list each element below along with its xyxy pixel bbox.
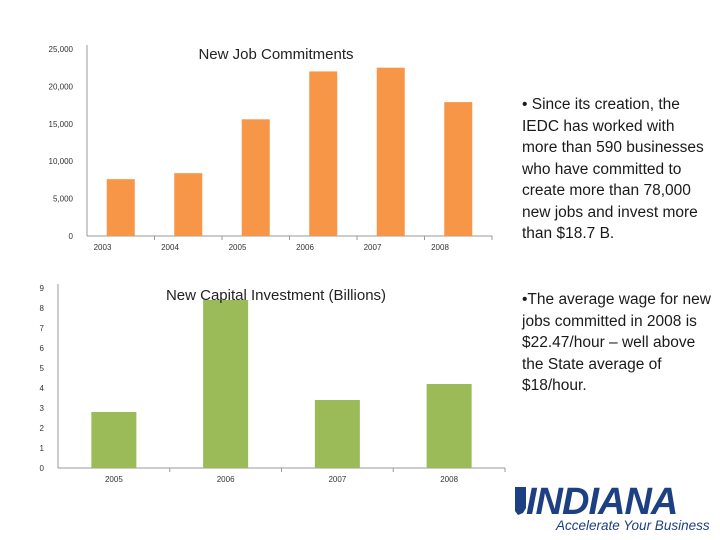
average-wage-bullet: •The average wage for new jobs committed…	[522, 291, 711, 394]
capital-bar-2005	[91, 412, 137, 468]
jobs-xtick-label: 2008	[431, 243, 449, 252]
indiana-logo: INDIANA Accelerate Your Business	[512, 482, 714, 534]
indiana-state-icon	[515, 487, 526, 515]
capital-ytick-label: 3	[40, 404, 45, 413]
jobs-ytick-label: 20,000	[49, 82, 74, 91]
jobs-bar-2007	[376, 67, 405, 236]
capital-bar-2006	[203, 300, 249, 468]
capital-ytick-label: 5	[40, 364, 45, 373]
capital-ytick-label: 6	[40, 344, 45, 353]
jobs-ytick-label: 25,000	[49, 45, 74, 54]
capital-ytick-label: 1	[40, 444, 45, 453]
jobs-ytick-label: 0	[69, 232, 74, 241]
capital-bar-2007	[314, 400, 360, 468]
capital-title: New Capital Investment (Billions)	[166, 287, 386, 304]
jobs-xtick-label: 2007	[364, 243, 382, 252]
jobs-bar-2006	[309, 71, 338, 236]
jobs-xtick-label: 2004	[161, 243, 179, 252]
jobs-ytick-label: 5,000	[53, 195, 74, 204]
iedc-summary-bullet: • Since its creation, the IEDC has worke…	[522, 96, 704, 242]
jobs-ytick-label: 15,000	[49, 120, 74, 129]
capital-ytick-label: 2	[40, 424, 45, 433]
capital-ytick-label: 9	[40, 284, 45, 293]
logo-wordmark: INDIANA	[526, 481, 678, 523]
jobs-ytick-label: 10,000	[49, 157, 74, 166]
job-commitments-chart: 0 5,000 10,000 15,000 20,000 25,000 2003 2004 20…	[49, 45, 493, 252]
capital-investment-chart: 0 1 2 3 4 5 6 7 8 9 2005 2006 2007 2008 New Capital In…	[40, 284, 506, 484]
jobs-bar-2004	[174, 173, 203, 236]
capital-xtick-label: 2006	[217, 475, 235, 484]
jobs-bar-2005	[241, 119, 270, 236]
capital-ytick-label: 8	[40, 304, 45, 313]
jobs-xtick-label: 2006	[296, 243, 314, 252]
jobs-xtick-label: 2003	[94, 243, 112, 252]
capital-ytick-label: 7	[40, 324, 45, 333]
jobs-bar-2008	[444, 102, 473, 236]
capital-ytick-label: 4	[40, 384, 45, 393]
logo-tagline: Accelerate Your Business	[556, 518, 710, 533]
jobs-bar-2003	[106, 179, 135, 236]
capital-xtick-label: 2005	[105, 475, 123, 484]
capital-bar-2008	[426, 384, 472, 468]
jobs-title: New Job Commitments	[198, 46, 353, 63]
capital-ytick-label: 0	[40, 464, 45, 473]
capital-xtick-label: 2007	[328, 475, 346, 484]
jobs-xtick-label: 2005	[229, 243, 247, 252]
capital-xtick-label: 2008	[440, 475, 458, 484]
